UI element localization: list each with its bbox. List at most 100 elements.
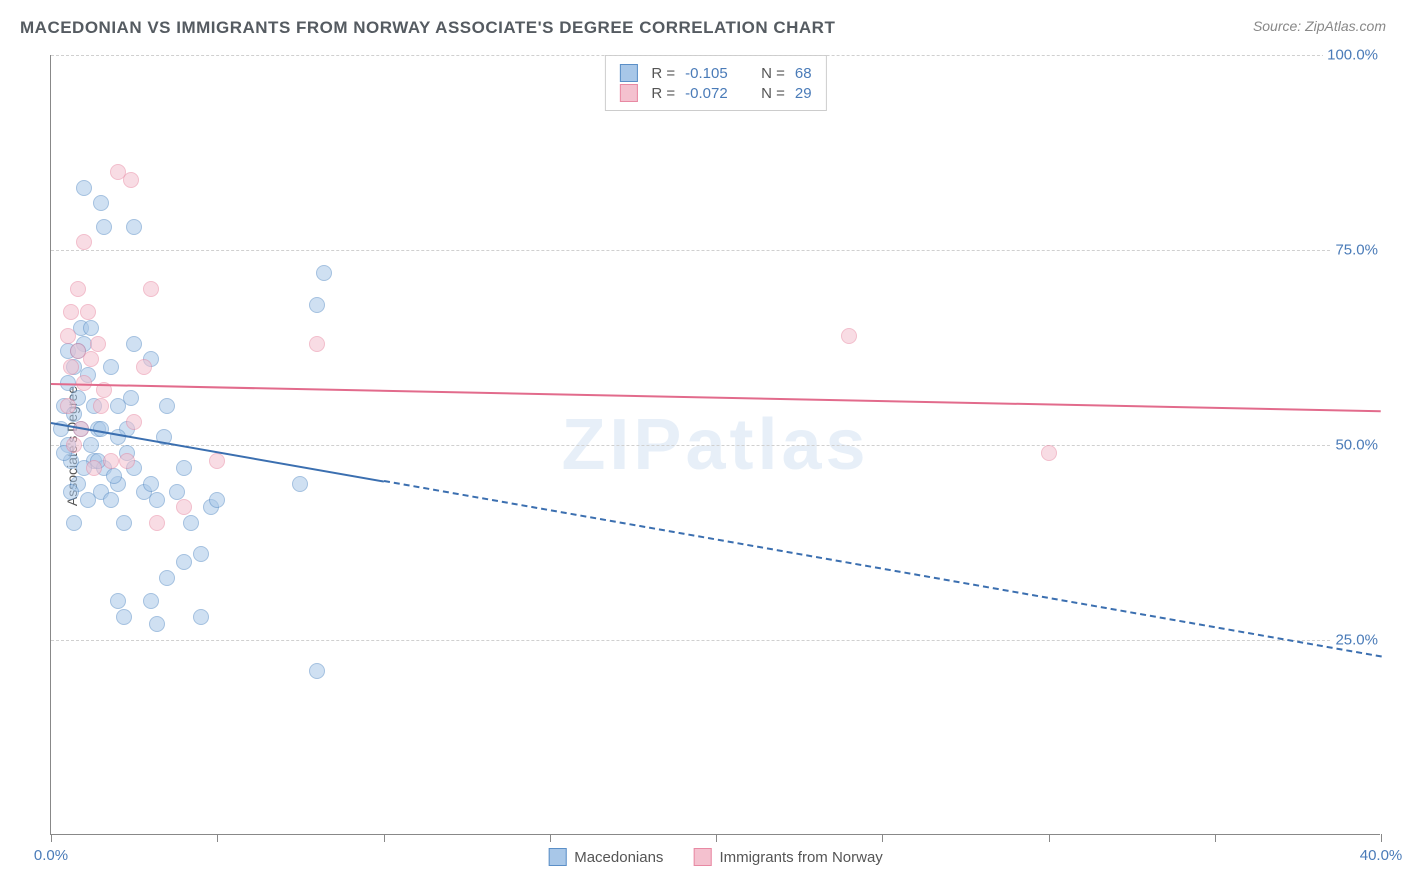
chart-title: MACEDONIAN VS IMMIGRANTS FROM NORWAY ASS…: [20, 18, 835, 38]
scatter-point-norway: [1041, 445, 1057, 461]
y-tick-label: 50.0%: [1331, 437, 1382, 454]
scatter-point-macedonians: [176, 460, 192, 476]
scatter-point-macedonians: [309, 297, 325, 313]
scatter-point-macedonians: [123, 390, 139, 406]
scatter-point-macedonians: [110, 429, 126, 445]
scatter-point-macedonians: [309, 663, 325, 679]
scatter-point-norway: [60, 398, 76, 414]
scatter-point-macedonians: [143, 476, 159, 492]
legend-n-value: 29: [795, 85, 812, 102]
scatter-point-macedonians: [63, 484, 79, 500]
legend-n-label: N =: [761, 65, 785, 82]
y-tick-label: 25.0%: [1331, 632, 1382, 649]
legend-series: Macedonians Immigrants from Norway: [548, 848, 883, 866]
scatter-point-macedonians: [96, 219, 112, 235]
trend-line-extrapolated: [383, 480, 1381, 657]
scatter-point-macedonians: [83, 320, 99, 336]
scatter-point-macedonians: [316, 265, 332, 281]
scatter-point-macedonians: [193, 609, 209, 625]
legend-item-norway: Immigrants from Norway: [693, 848, 882, 866]
scatter-point-macedonians: [149, 616, 165, 632]
scatter-point-macedonians: [169, 484, 185, 500]
x-tick: [51, 834, 52, 842]
x-tick: [882, 834, 883, 842]
legend-item-macedonians: Macedonians: [548, 848, 663, 866]
legend-row-norway: R = -0.072 N = 29: [619, 84, 811, 102]
scatter-point-macedonians: [292, 476, 308, 492]
legend-r-label: R =: [651, 85, 675, 102]
x-tick: [217, 834, 218, 842]
scatter-point-macedonians: [126, 219, 142, 235]
gridline: [51, 55, 1380, 56]
plot-area: ZIPatlas R =-0.105N =68R =-0.072N =29 Ma…: [50, 55, 1380, 835]
scatter-point-macedonians: [80, 492, 96, 508]
scatter-point-norway: [309, 336, 325, 352]
scatter-point-norway: [86, 460, 102, 476]
scatter-point-norway: [70, 281, 86, 297]
scatter-point-macedonians: [183, 515, 199, 531]
scatter-point-norway: [80, 304, 96, 320]
legend-n-label: N =: [761, 85, 785, 102]
gridline: [51, 250, 1380, 251]
scatter-point-macedonians: [116, 609, 132, 625]
scatter-point-macedonians: [176, 554, 192, 570]
scatter-point-macedonians: [93, 195, 109, 211]
scatter-point-norway: [149, 515, 165, 531]
legend-row-macedonians: R =-0.105N =68: [619, 64, 811, 82]
scatter-point-norway: [123, 172, 139, 188]
scatter-point-norway: [136, 359, 152, 375]
x-tick: [1381, 834, 1382, 842]
scatter-point-macedonians: [103, 359, 119, 375]
scatter-point-norway: [103, 453, 119, 469]
scatter-point-macedonians: [126, 336, 142, 352]
scatter-point-norway: [841, 328, 857, 344]
x-tick: [550, 834, 551, 842]
scatter-point-macedonians: [110, 593, 126, 609]
scatter-point-macedonians: [103, 492, 119, 508]
x-tick: [716, 834, 717, 842]
scatter-point-norway: [63, 359, 79, 375]
scatter-point-norway: [60, 328, 76, 344]
legend-r-value: -0.072: [685, 85, 739, 102]
scatter-point-norway: [143, 281, 159, 297]
scatter-point-macedonians: [116, 515, 132, 531]
gridline: [51, 640, 1380, 641]
scatter-point-macedonians: [193, 546, 209, 562]
scatter-point-norway: [66, 437, 82, 453]
legend-r-value: -0.105: [685, 65, 739, 82]
y-tick-label: 100.0%: [1323, 47, 1382, 64]
legend-swatch-icon: [619, 64, 637, 82]
x-tick-label: 0.0%: [34, 847, 68, 864]
scatter-point-macedonians: [66, 515, 82, 531]
scatter-point-macedonians: [143, 593, 159, 609]
scatter-point-norway: [90, 336, 106, 352]
scatter-point-norway: [209, 453, 225, 469]
scatter-point-norway: [63, 304, 79, 320]
scatter-point-norway: [176, 499, 192, 515]
source-attribution: Source: ZipAtlas.com: [1253, 18, 1386, 34]
scatter-point-norway: [83, 351, 99, 367]
legend-swatch-icon: [548, 848, 566, 866]
scatter-point-norway: [93, 398, 109, 414]
scatter-point-norway: [76, 234, 92, 250]
scatter-point-macedonians: [83, 437, 99, 453]
x-tick: [384, 834, 385, 842]
scatter-point-macedonians: [106, 468, 122, 484]
scatter-point-macedonians: [159, 570, 175, 586]
legend-n-value: 68: [795, 65, 812, 82]
scatter-point-macedonians: [149, 492, 165, 508]
legend-series-label: Immigrants from Norway: [719, 849, 882, 866]
gridline: [51, 445, 1380, 446]
legend-correlation-box: R = -0.105 N = 68 R = -0.072 N = 29: [604, 55, 826, 111]
y-tick-label: 75.0%: [1331, 242, 1382, 259]
scatter-point-norway: [126, 414, 142, 430]
legend-swatch-icon: [619, 84, 637, 102]
scatter-point-macedonians: [76, 180, 92, 196]
x-tick: [1049, 834, 1050, 842]
scatter-point-macedonians: [209, 492, 225, 508]
x-tick-label: 40.0%: [1360, 847, 1403, 864]
trend-line: [51, 383, 1381, 412]
scatter-point-macedonians: [159, 398, 175, 414]
legend-swatch-icon: [693, 848, 711, 866]
legend-series-label: Macedonians: [574, 849, 663, 866]
